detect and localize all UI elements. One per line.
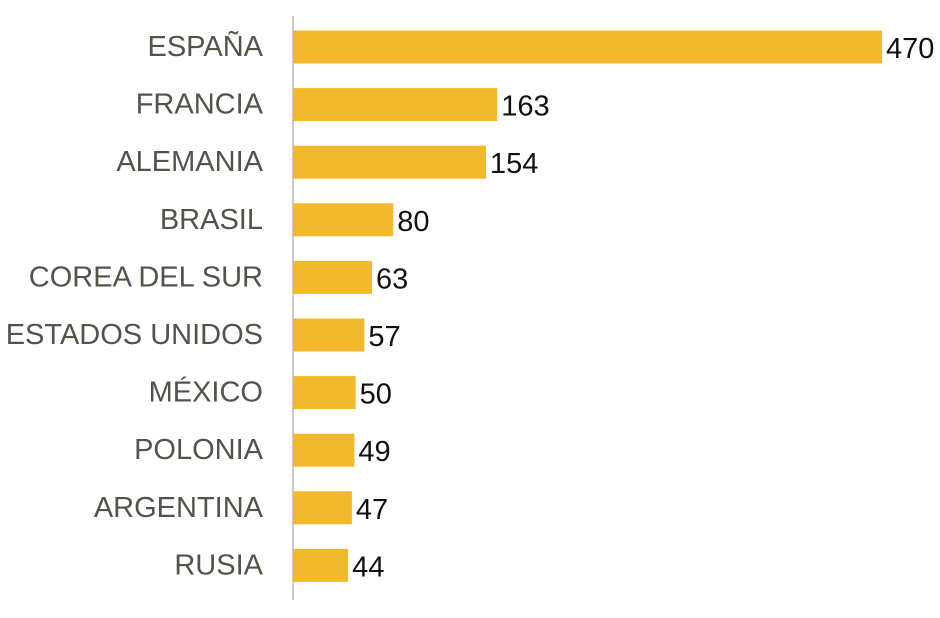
category-label-6: MÉXICO: [149, 376, 263, 409]
bar-6: [293, 376, 356, 410]
category-label-7: POLONIA: [134, 434, 264, 466]
category-label-4: COREA DEL SUR: [29, 261, 263, 293]
value-label-8: 47: [356, 494, 388, 526]
bar-5: [293, 318, 365, 352]
bar-0: [293, 30, 882, 64]
value-label-0: 470: [886, 33, 934, 65]
bar-7: [293, 433, 355, 467]
value-label-1: 163: [501, 91, 549, 123]
category-label-1: FRANCIA: [136, 89, 264, 121]
value-label-2: 154: [490, 148, 538, 180]
bar-9: [293, 548, 349, 582]
bar-2: [293, 145, 486, 179]
value-labels-group: 470 163 154 80 63 57 50 49 47 44: [352, 33, 934, 583]
category-label-0: ESPAÑA: [147, 29, 263, 63]
value-label-5: 57: [368, 321, 400, 353]
bar-4: [293, 260, 372, 294]
bar-1: [293, 88, 498, 122]
value-label-3: 80: [397, 206, 429, 238]
value-label-4: 63: [376, 263, 408, 295]
bars-group: [293, 30, 882, 582]
bar-8: [293, 491, 352, 525]
value-label-7: 49: [358, 436, 390, 468]
category-label-3: BRASIL: [160, 204, 263, 236]
category-labels-group: ESPAÑA FRANCIA ALEMANIA BRASIL COREA DEL SUR…: [6, 29, 264, 581]
category-label-8: ARGENTINA: [94, 492, 264, 524]
category-label-2: ALEMANIA: [116, 146, 263, 178]
value-label-6: 50: [360, 379, 392, 411]
category-label-5: ESTADOS UNIDOS: [6, 319, 263, 351]
bar-3: [293, 203, 394, 237]
value-label-9: 44: [352, 551, 384, 583]
category-label-9: RUSIA: [174, 549, 263, 581]
